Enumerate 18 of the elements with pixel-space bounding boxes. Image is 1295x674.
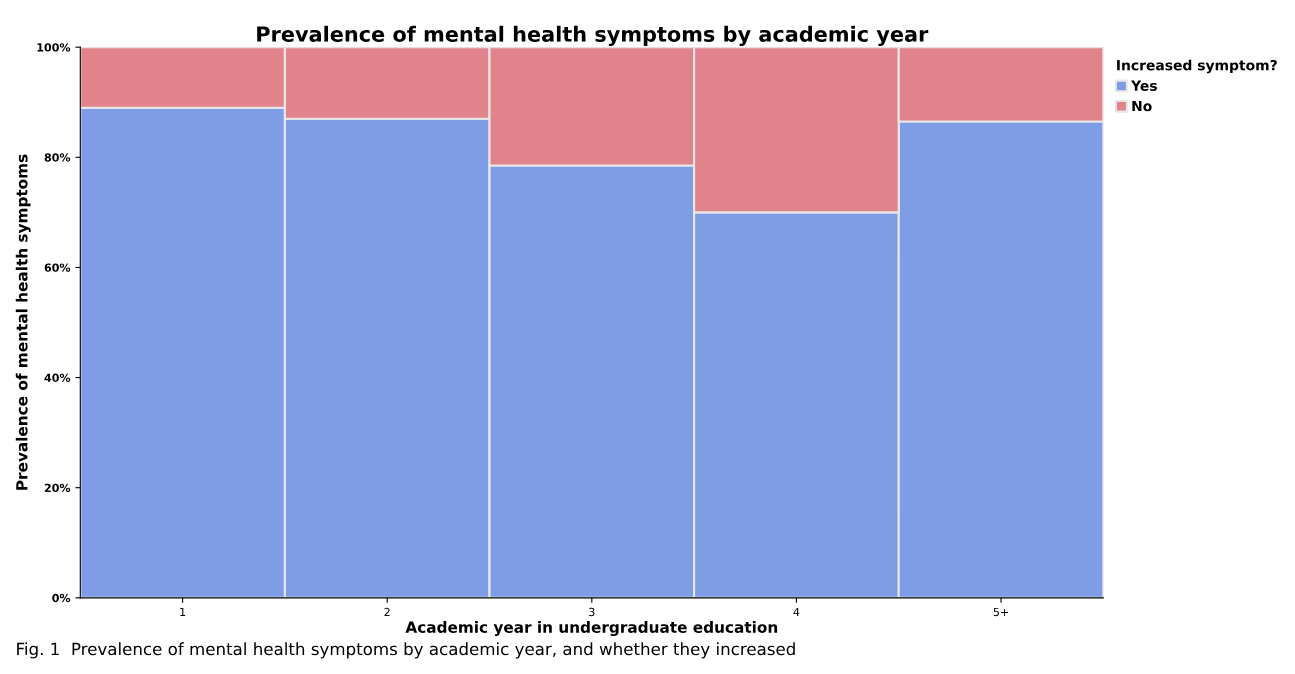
x-axis-title: Academic year in undergraduate education: [405, 621, 778, 636]
legend-label: Yes: [1130, 80, 1157, 91]
x-tick-label: 5+: [993, 607, 1009, 617]
y-axis-title: Prevalence of mental health symptoms: [15, 154, 31, 490]
x-tick-label: 4: [793, 607, 800, 616]
x-tick-label: 3: [589, 607, 595, 617]
y-tick-label: 0%: [52, 593, 71, 603]
y-tick-label: 100%: [37, 43, 71, 52]
y-tick-label: 60%: [44, 263, 71, 272]
legend-label: No: [1132, 100, 1152, 112]
y-tick-label: 40%: [44, 373, 71, 382]
legend-title: Increased symptom?: [1117, 59, 1277, 74]
caption: Fig. 1 Prevalence of mental health symptoms by academic year, and whether they increased: [17, 642, 795, 659]
y-tick-label: 80%: [44, 153, 71, 162]
x-tick-label: 2: [384, 607, 390, 616]
chart-title: Prevalence of mental health symptoms by academic year: [257, 25, 929, 47]
y-tick-label: 20%: [44, 483, 71, 493]
x-tick-label: 1: [180, 607, 186, 616]
